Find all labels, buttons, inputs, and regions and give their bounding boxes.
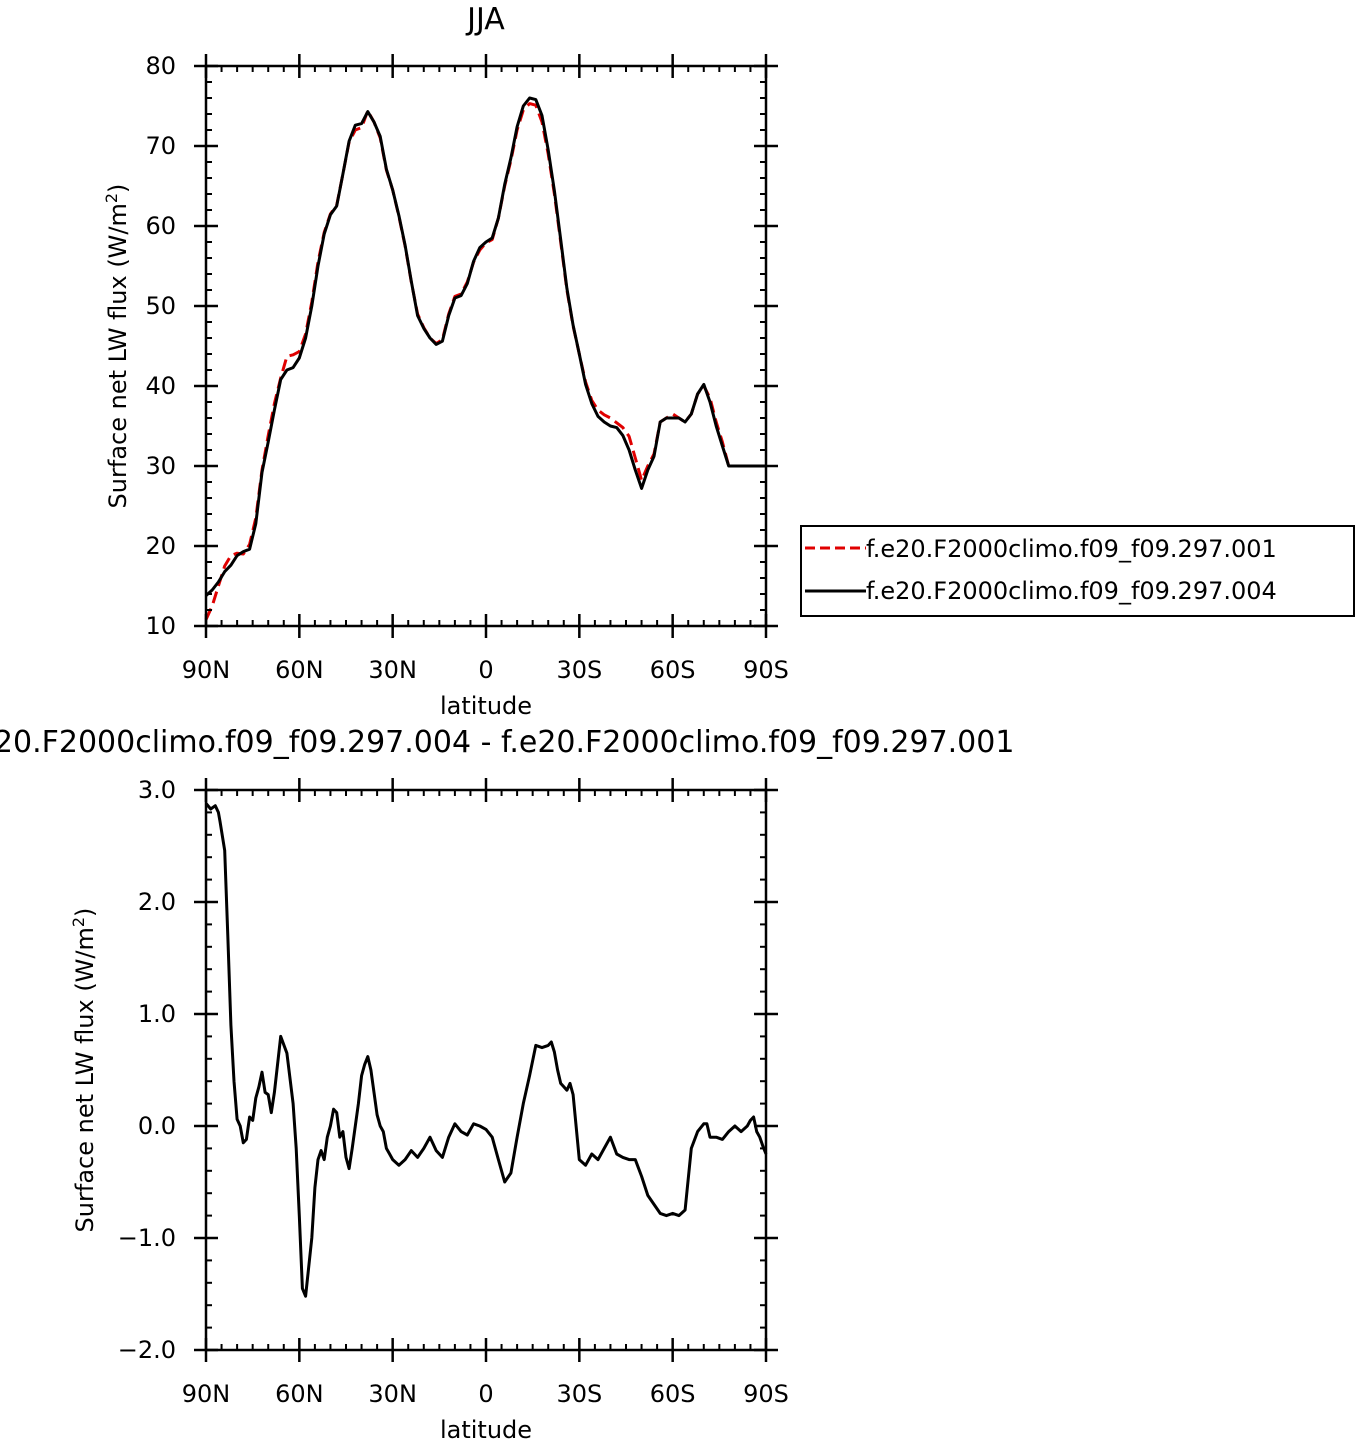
top-plot-frame [204, 64, 768, 628]
bottom-x-tick-label: 90S [743, 1380, 789, 1408]
legend-label-series-2: f.e20.F2000climo.f09_f09.297.004 [866, 577, 1277, 605]
legend: f.e20.F2000climo.f09_f09.297.001 f.e20.F… [800, 525, 1355, 617]
bottom-x-tick-label: 60N [275, 1380, 324, 1408]
top-x-tick-label: 90N [182, 656, 231, 684]
top-y-tick-label: 20 [145, 532, 176, 560]
top-y-axis-label-main: Surface net LW flux (W/m [104, 203, 132, 508]
bottom-x-tick-label: 60S [650, 1380, 696, 1408]
bottom-y-tick-label: 3.0 [138, 776, 176, 804]
bottom-series-line-1 [204, 802, 768, 1298]
top-chart-title: JJA [465, 2, 505, 37]
top-series-line-1 [204, 102, 766, 621]
bottom-y-tick-label: 1.0 [138, 1000, 176, 1028]
bottom-x-tick-label: 0 [478, 1380, 493, 1408]
bottom-chart-panel: f.e20.F2000climo.f09_f09.297.004 - f.e20… [0, 725, 1014, 1444]
bottom-x-tick-label: 90N [182, 1380, 231, 1408]
bottom-chart-title: f.e20.F2000climo.f09_f09.297.004 - f.e20… [0, 725, 1014, 760]
top-y-tick-label: 60 [145, 212, 176, 240]
top-y-tick-label: 80 [145, 52, 176, 80]
top-x-tick-label: 60N [275, 656, 324, 684]
bottom-y-tick-label: −2.0 [118, 1336, 176, 1364]
bottom-y-tick-label: −1.0 [118, 1224, 176, 1252]
top-x-axis-label: latitude [440, 692, 532, 720]
top-y-axis-label: Surface net LW flux (W/m2) [102, 184, 133, 509]
bottom-y-axis-label-sup: 2 [69, 917, 88, 927]
bottom-y-tick-label: 2.0 [138, 888, 176, 916]
bottom-x-axis-label: latitude [440, 1416, 532, 1444]
top-x-tick-label: 30S [556, 656, 602, 684]
bottom-y-tick-label: 0.0 [138, 1112, 176, 1140]
top-y-tick-label: 10 [145, 612, 176, 640]
bottom-x-tick-label: 30N [368, 1380, 417, 1408]
top-y-tick-label: 40 [145, 372, 176, 400]
top-y-tick-label: 70 [145, 132, 176, 160]
top-y-axis-label-close: ) [104, 184, 132, 193]
bottom-y-axis-label-close: ) [71, 908, 99, 917]
top-y-tick-label: 50 [145, 292, 176, 320]
top-x-tick-label: 60S [650, 656, 696, 684]
bottom-y-axis-label: Surface net LW flux (W/m2) [69, 908, 100, 1233]
bottom-y-axis-label-main: Surface net LW flux (W/m [71, 927, 99, 1232]
top-y-axis-label-sup: 2 [102, 193, 121, 203]
legend-label-series-1: f.e20.F2000climo.f09_f09.297.001 [866, 535, 1277, 563]
bottom-chart-lines [204, 802, 768, 1298]
top-series-line-2 [204, 96, 766, 597]
legend-box [800, 525, 1355, 617]
bottom-x-tick-label: 30S [556, 1380, 602, 1408]
top-x-tick-label: 30N [368, 656, 417, 684]
top-x-tick-label: 90S [743, 656, 789, 684]
top-y-tick-label: 30 [145, 452, 176, 480]
top-x-tick-label: 0 [478, 656, 493, 684]
top-chart-lines [204, 96, 766, 621]
